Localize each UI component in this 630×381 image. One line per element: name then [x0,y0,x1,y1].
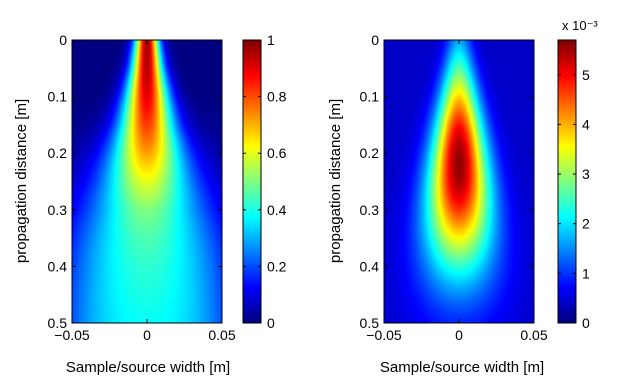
y-tick-label: 0.2 [360,145,380,161]
heatmap-image-intensity [384,40,534,323]
x-tick-label: 0.05 [520,327,547,343]
colorbar-tick-label: 1 [267,32,275,48]
x-tick-label: 0 [143,327,151,343]
colorbar-tick-label: 0.8 [267,89,287,105]
colorbar-ticks-intensity: 0 1 2 3 4 5 [558,67,590,331]
colorbar-tick-label: 4 [582,116,590,132]
y-axis-label-intensity: propagation distance [m] [327,99,344,263]
colorbar-ticks-field: 0 0.2 0.4 0.6 0.8 1 [243,32,287,331]
y-tick-label: 0.4 [360,258,380,274]
colorbar-frame-intensity [557,39,577,324]
y-tick-label: 0.2 [48,145,68,161]
colorbar-tick-label: 3 [582,166,590,182]
colorbar-intensity [558,40,576,323]
y-axis-label-field: propagation distance [m] [13,99,30,263]
x-axis-label-field: Sample/source width [m] [66,359,230,376]
x-tick-label: 0 [455,327,463,343]
colorbar-tick-label: 0.4 [267,202,287,218]
x-ticks-field: −0.05 0 0.05 [54,40,236,343]
y-ticks-field: 0 0.1 0.2 0.3 0.4 0.5 [48,32,222,331]
heatmap-panel-field: 0 0.1 0.2 0.3 0.4 0.5 −0.05 0 0.05 propagation … [13,32,287,376]
colorbar-exponent-intensity: x 10⁻³ [562,18,598,33]
x-ticks-intensity: −0.05 0 0.05 [366,40,548,343]
y-tick-label: 0 [59,32,67,48]
colorbar-tick-label: 0 [267,315,275,331]
y-tick-label: 0.3 [48,202,68,218]
x-tick-label: 0.05 [208,327,235,343]
colorbar-tick-label: 0.2 [267,258,287,274]
y-tick-label: 0.3 [360,202,380,218]
x-tick-label: −0.05 [54,327,90,343]
y-tick-label: 0.4 [48,258,68,274]
colorbar-tick-label: 0 [582,315,590,331]
x-axis-label-intensity: Sample/source width [m] [380,359,544,376]
x-tick-label: −0.05 [366,327,402,343]
y-tick-label: 0.5 [360,315,380,331]
y-ticks-intensity: 0 0.1 0.2 0.3 0.4 0.5 [360,32,534,331]
colorbar-tick-label: 0.6 [267,145,287,161]
y-tick-label: 0.1 [360,89,380,105]
colorbar-tick-label: 5 [582,67,590,83]
y-tick-label: 0.5 [48,315,68,331]
y-tick-label: 0.1 [48,89,68,105]
colorbar-field [243,40,261,323]
colorbar-tick-label: 1 [582,265,590,281]
y-tick-label: 0 [371,32,379,48]
colorbar-frame-field [242,39,262,324]
colorbar-tick-label: 2 [582,216,590,232]
heatmap-panel-intensity: 0 0.1 0.2 0.3 0.4 0.5 −0.05 0 0.05 propagation … [327,18,598,376]
heatmap-image-field [72,40,222,323]
